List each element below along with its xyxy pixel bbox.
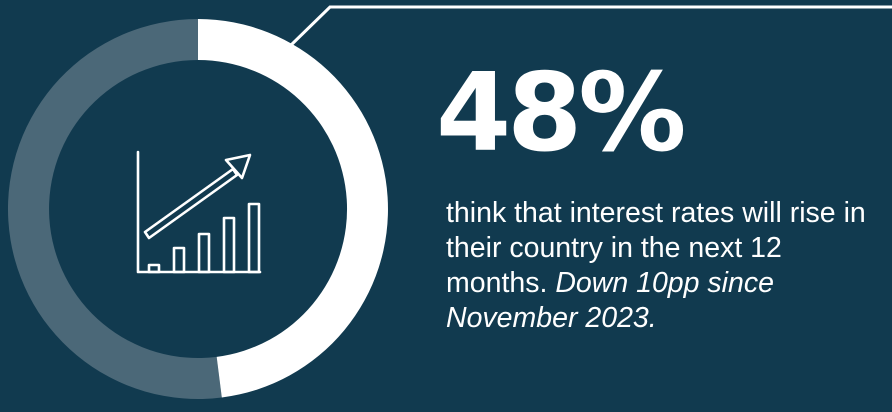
donut-slice-remaining [7,19,222,399]
headline-percentage: 48% [436,51,687,176]
description-main: think that interest rates will rise in t… [446,197,866,299]
callout-line [286,5,892,50]
stat-description: think that interest rates will rise in t… [446,196,886,336]
rising-bar-chart-arrow-icon [136,150,262,274]
description-note: Down 10pp since November 2023. [446,267,774,334]
donut-slice-highlight [198,19,388,398]
